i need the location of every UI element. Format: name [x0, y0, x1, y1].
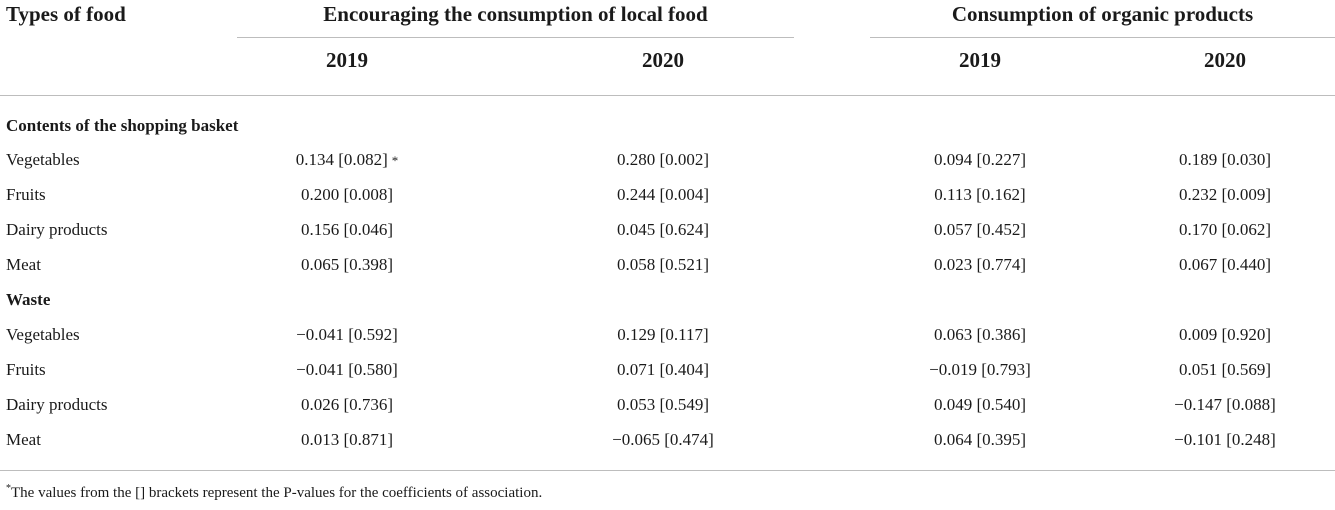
header-rule — [0, 95, 1335, 96]
table-cell: 0.113 [0.162] — [934, 185, 1026, 204]
row-label: Fruits — [6, 360, 46, 379]
table-cell: 0.065 [0.398] — [300, 255, 394, 274]
row-label: Vegetables — [6, 325, 80, 344]
row-label: Dairy products — [6, 220, 108, 239]
table-cell: 0.063 [0.386] — [933, 325, 1027, 344]
table-cell: 0.071 [0.404] — [616, 360, 710, 379]
table-cell: −0.065 [0.474] — [612, 430, 714, 449]
table-cell: −0.101 [0.248] — [1174, 430, 1276, 449]
table-cell: −0.147 [0.088] — [1174, 395, 1276, 414]
table-cell: −0.019 [0.793] — [929, 360, 1031, 379]
table-cell: 0.094 [0.227] — [933, 150, 1027, 169]
year-organic-2019: 2019 — [959, 48, 1001, 72]
table-cell: 0.200 [0.008] — [300, 185, 394, 204]
group-rule-organic — [870, 37, 1335, 38]
table-cell: 0.134 [0.082] * — [295, 150, 399, 169]
table-cell: −0.041 [0.580] — [296, 360, 398, 379]
table-cell: 0.232 [0.009] — [1178, 185, 1272, 204]
table-cell: 0.049 [0.540] — [933, 395, 1027, 414]
footnote-text: The values from the [] brackets represen… — [11, 485, 543, 501]
table-cell: 0.057 [0.452] — [933, 220, 1027, 239]
footnote-marker: * — [391, 153, 399, 168]
year-organic-2020: 2020 — [1204, 48, 1246, 72]
table-cell: 0.045 [0.624] — [616, 220, 710, 239]
table-cell: 0.023 [0.774] — [933, 255, 1027, 274]
footnote-marker: * — [6, 483, 11, 494]
table-cell: 0.051 [0.569] — [1178, 360, 1272, 379]
header-types-of-food: Types of food — [6, 2, 126, 26]
table-cell: 0.026 [0.736] — [300, 395, 394, 414]
header-organic: Consumption of organic products — [951, 2, 1254, 26]
section-title-basket: Contents of the shopping basket — [6, 116, 239, 135]
section-title-waste: Waste — [6, 290, 51, 309]
footnote: *The values from the [] brackets represe… — [6, 483, 543, 502]
table-cell: 0.009 [0.920] — [1178, 325, 1272, 344]
row-label: Dairy products — [6, 395, 108, 414]
table-cell: 0.156 [0.046] — [300, 220, 394, 239]
group-rule-local — [237, 37, 794, 38]
row-label: Meat — [6, 255, 41, 274]
table-cell: 0.058 [0.521] — [616, 255, 710, 274]
table-cell: 0.013 [0.871] — [300, 430, 394, 449]
table-cell: −0.041 [0.592] — [296, 325, 398, 344]
table-cell: 0.189 [0.030] — [1178, 150, 1272, 169]
table-cell: 0.244 [0.004] — [616, 185, 710, 204]
year-local-2019: 2019 — [326, 48, 368, 72]
table-cell: 0.064 [0.395] — [933, 430, 1027, 449]
table-cell: 0.053 [0.549] — [616, 395, 710, 414]
footer-rule — [0, 470, 1335, 471]
header-local-food: Encouraging the consumption of local foo… — [323, 2, 708, 26]
row-label: Fruits — [6, 185, 46, 204]
table-cell: 0.170 [0.062] — [1178, 220, 1272, 239]
year-local-2020: 2020 — [642, 48, 684, 72]
row-label: Vegetables — [6, 150, 80, 169]
table-cell: 0.280 [0.002] — [616, 150, 710, 169]
row-label: Meat — [6, 430, 41, 449]
table-cell: 0.067 [0.440] — [1178, 255, 1272, 274]
table-cell: 0.129 [0.117] — [617, 325, 709, 344]
